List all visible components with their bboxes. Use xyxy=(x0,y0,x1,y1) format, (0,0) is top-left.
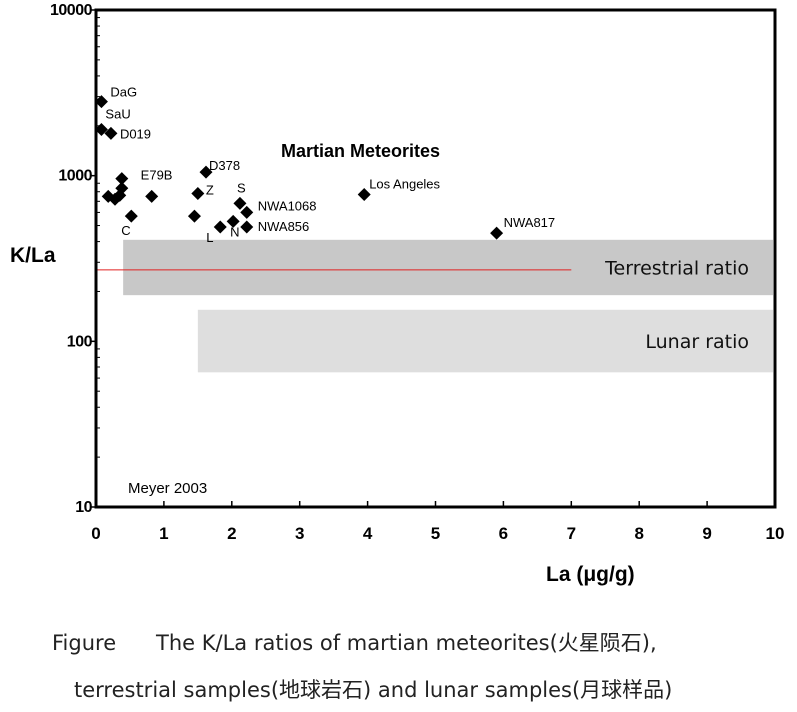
bands-layer: Terrestrial ratio Lunar ratio xyxy=(123,239,774,373)
point-label: NWA856 xyxy=(258,219,310,234)
y-tick-label: 10 xyxy=(75,499,92,516)
data-point xyxy=(240,205,254,219)
x-tick-label: 4 xyxy=(363,524,373,543)
data-point xyxy=(490,226,504,240)
point-label: C xyxy=(121,223,130,238)
point-label: N xyxy=(230,224,239,239)
y-axis-title: K/La xyxy=(10,244,56,267)
point-labels-layer: DaG SaU D019 C E79B D378 Z L N S NWA1068 NWA856 Los … xyxy=(105,85,555,245)
point-label: NWA1068 xyxy=(258,198,317,213)
x-tick-label: 6 xyxy=(499,524,508,543)
x-tick-label: 8 xyxy=(634,524,643,543)
data-point xyxy=(191,187,205,201)
point-label: L xyxy=(206,230,213,245)
data-point xyxy=(233,196,247,210)
x-tick-label: 0 xyxy=(91,524,100,543)
figure-caption-line1: Figure The K/La ratios of martian meteori… xyxy=(52,627,657,657)
data-point xyxy=(199,165,213,179)
band-0 xyxy=(123,239,773,296)
chart-title: Martian Meteorites xyxy=(281,141,440,161)
data-point xyxy=(357,187,371,201)
figure-caption-text1: The K/La ratios of martian meteorites(火星… xyxy=(156,631,657,655)
data-point xyxy=(124,209,138,223)
ticks-layer: 0 1 2 3 4 5 6 7 8 9 10 10 100 1000 10000 xyxy=(50,2,784,543)
data-point xyxy=(94,122,108,136)
data-point xyxy=(240,220,254,234)
x-tick-label: 2 xyxy=(227,524,236,543)
point-label: DaG xyxy=(110,85,137,100)
data-point xyxy=(226,214,240,228)
point-label: E79B xyxy=(141,167,173,182)
band-label-0: Terrestrial ratio xyxy=(604,257,749,279)
point-label: Z xyxy=(206,183,214,198)
point-label: NWA817 xyxy=(504,215,556,230)
point-label: SaU xyxy=(105,106,130,121)
x-tick-label: 9 xyxy=(702,524,711,543)
x-tick-label: 7 xyxy=(567,524,576,543)
figure-caption-line2: terrestrial samples(地球岩石) and lunar samp… xyxy=(74,678,673,702)
point-label: D019 xyxy=(120,126,151,141)
band-label-1: Lunar ratio xyxy=(645,331,749,353)
data-point xyxy=(213,220,227,234)
k-la-scatter-chart: Terrestrial ratio Lunar ratio 0 1 2 3 4 5 6 7 8 9 1… xyxy=(10,2,784,586)
x-tick-label: 1 xyxy=(159,524,168,543)
point-label: S xyxy=(237,180,246,195)
x-tick-label: 10 xyxy=(766,524,785,543)
data-point xyxy=(113,188,127,202)
y-tick-label: 100 xyxy=(67,333,93,350)
band-1 xyxy=(197,309,774,373)
y-tick-label: 10000 xyxy=(50,2,93,19)
points-layer xyxy=(94,95,504,240)
point-label: Los Angeles xyxy=(369,176,440,191)
data-point xyxy=(94,95,108,109)
x-tick-label: 5 xyxy=(431,524,440,543)
x-axis-title: La (μg/g) xyxy=(546,563,635,586)
data-point xyxy=(104,126,118,140)
data-point xyxy=(145,189,159,203)
source-note: Meyer 2003 xyxy=(128,480,207,497)
y-tick-label: 1000 xyxy=(58,168,92,185)
figure-caption-tag: Figure xyxy=(52,631,117,655)
x-tick-label: 3 xyxy=(295,524,304,543)
data-point xyxy=(187,209,201,223)
point-label: D378 xyxy=(209,158,240,173)
data-point xyxy=(115,172,129,186)
